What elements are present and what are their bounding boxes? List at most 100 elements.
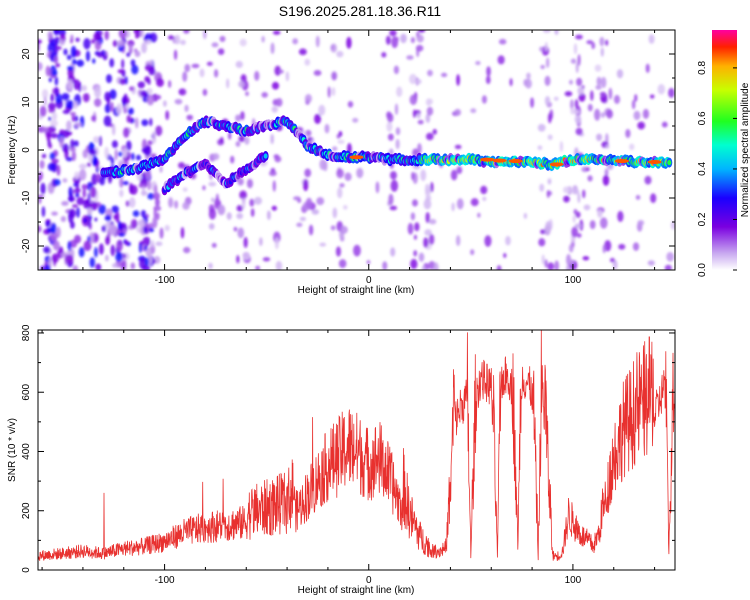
spectrogram-noise-cell (571, 189, 580, 195)
spectrogram-noise-cell (385, 35, 391, 45)
spectrogram-noise-cell (213, 69, 219, 78)
spectrogram-noise-cell (409, 94, 418, 106)
spectrogram-noise-cell (485, 75, 491, 85)
spectrogram-noise-cell (76, 59, 85, 67)
spectrogram-noise-cell (143, 146, 152, 157)
spectrogram-noise-cell (616, 69, 624, 79)
spectrogram-noise-cell (537, 145, 543, 151)
spectrogram-y-axis-title: Frequency (Hz) (7, 116, 18, 185)
spectrogram-noise-cell (164, 224, 170, 232)
spectrogram-noise-cell (38, 61, 43, 71)
colorbar-ticks: 0.0 0.2 0.4 0.6 0.8 (697, 61, 737, 277)
spectrogram-hotspot (508, 159, 523, 164)
spectrogram-noise-cell (121, 96, 127, 107)
spectrogram-hotspot (480, 157, 495, 162)
spectrogram-noise-cell (389, 30, 397, 37)
spectrogram-noise-cell (155, 94, 162, 100)
spectrogram-hotspot (614, 159, 629, 164)
spectrogram-noise-cell (122, 180, 129, 186)
spectrogram-noise-cell (599, 91, 606, 97)
spectrogram-noise-cell (597, 210, 603, 218)
spectrogram-noise-cell (51, 112, 58, 121)
spectrogram-noise-cell (544, 259, 548, 268)
spectrogram-noise-cell (71, 114, 76, 123)
spectrogram-noise-cell (174, 98, 183, 105)
spectrogram-noise-cell (85, 50, 91, 62)
spectrogram-noise-cell (44, 264, 51, 270)
spectrogram-noise-cell (168, 35, 175, 40)
spectrogram-noise-cell (91, 115, 97, 122)
spectrogram-noise-cell (356, 167, 364, 179)
spectrogram-noise-cell (599, 217, 608, 229)
spectrogram-noise-cell (104, 214, 112, 222)
spectrogram-noise-cell (53, 179, 61, 186)
spectrogram-noise-cell (74, 122, 82, 128)
spectrogram-y-tick-label: 0 (21, 147, 32, 153)
spectrogram-noise-cell (305, 197, 313, 209)
spectrogram-noise-cell (406, 55, 414, 60)
spectrogram-noise-cell (381, 52, 387, 58)
spectrogram-noise-cell (104, 30, 109, 41)
spectrogram-noise-cell (54, 36, 60, 45)
spectrogram-noise-cell (55, 63, 61, 68)
spectrogram-noise-cell (650, 193, 657, 204)
spectrogram-noise-cell (75, 179, 80, 191)
spectrogram-noise-cell (124, 240, 129, 246)
spectrogram-noise-cell (298, 48, 307, 56)
spectrogram-noise-cell (235, 60, 243, 69)
spectrogram-noise-cell (279, 69, 284, 74)
spectrogram-noise-cell (53, 30, 60, 36)
spectrogram-noise-cell (50, 93, 55, 102)
spectrogram-noise-cell (109, 58, 115, 68)
spectrogram-noise-cell (299, 216, 307, 222)
spectrogram-noise-cell (390, 247, 396, 257)
spectrogram-noise-cell (76, 197, 85, 206)
spectrogram-noise-cell (48, 116, 52, 121)
snr-panel: -100 0 100 0 200 400 600 800 Height of straigh… (7, 324, 676, 596)
spectrogram-noise-cell (416, 34, 424, 43)
spectrogram-noise-cell (337, 187, 343, 199)
spectrogram-noise-cell (45, 65, 51, 77)
spectrogram-noise-cell (48, 102, 56, 110)
spectrogram-noise-cell (332, 207, 338, 219)
spectrogram-noise-cell (42, 88, 49, 99)
spectrogram-noise-cell (46, 131, 51, 143)
spectrogram-noise-cell (546, 189, 550, 199)
spectrogram-noise-cell (45, 220, 51, 228)
spectrogram-noise-cell (416, 112, 421, 119)
spectrogram-noise-cell (571, 226, 579, 238)
spectrogram-noise-cell (141, 42, 147, 54)
spectrogram-noise-cell (246, 178, 253, 189)
spectrogram-noise-cell (217, 204, 226, 216)
spectrogram-noise-cell (567, 259, 575, 265)
spectrogram-noise-cell (486, 66, 491, 77)
spectrogram-noise-cell (88, 149, 97, 156)
spectrogram-noise-cell (645, 63, 650, 73)
spectrogram-noise-cell (199, 68, 205, 78)
spectrogram-noise-cell (285, 71, 290, 82)
spectrogram-noise-cell (599, 36, 605, 47)
spectrogram-noise-cell (152, 131, 156, 141)
spectrogram-noise-cell (104, 254, 109, 262)
spectrogram-noise-cell (86, 208, 93, 215)
spectrogram-noise-cell (135, 154, 141, 161)
spectrogram-noise-cell (47, 162, 56, 171)
spectrogram-noise-cell (605, 144, 610, 149)
spectrogram-noise-cell (331, 87, 336, 97)
spectrogram-noise-cell (111, 205, 119, 214)
spectrogram-noise-cell (574, 223, 582, 229)
spectrogram-noise-cell (174, 34, 181, 45)
spectrogram-noise-cell (632, 242, 640, 251)
spectrogram-noise-cell (129, 182, 134, 194)
spectrogram-noise-cell (72, 204, 78, 209)
spectrogram-noise-cell (338, 130, 343, 137)
spectrogram-noise-cell (428, 218, 437, 225)
spectrogram-noise-cell (311, 209, 320, 215)
spectrogram-y-tick-label: -10 (21, 190, 32, 205)
spectrogram-noise-cell (64, 147, 69, 160)
spectrogram-noise-cell (547, 262, 555, 270)
spectrogram-noise-cell (219, 35, 226, 42)
spectrogram-noise-cell (145, 169, 152, 180)
spectrogram-noise-cell (102, 54, 108, 61)
